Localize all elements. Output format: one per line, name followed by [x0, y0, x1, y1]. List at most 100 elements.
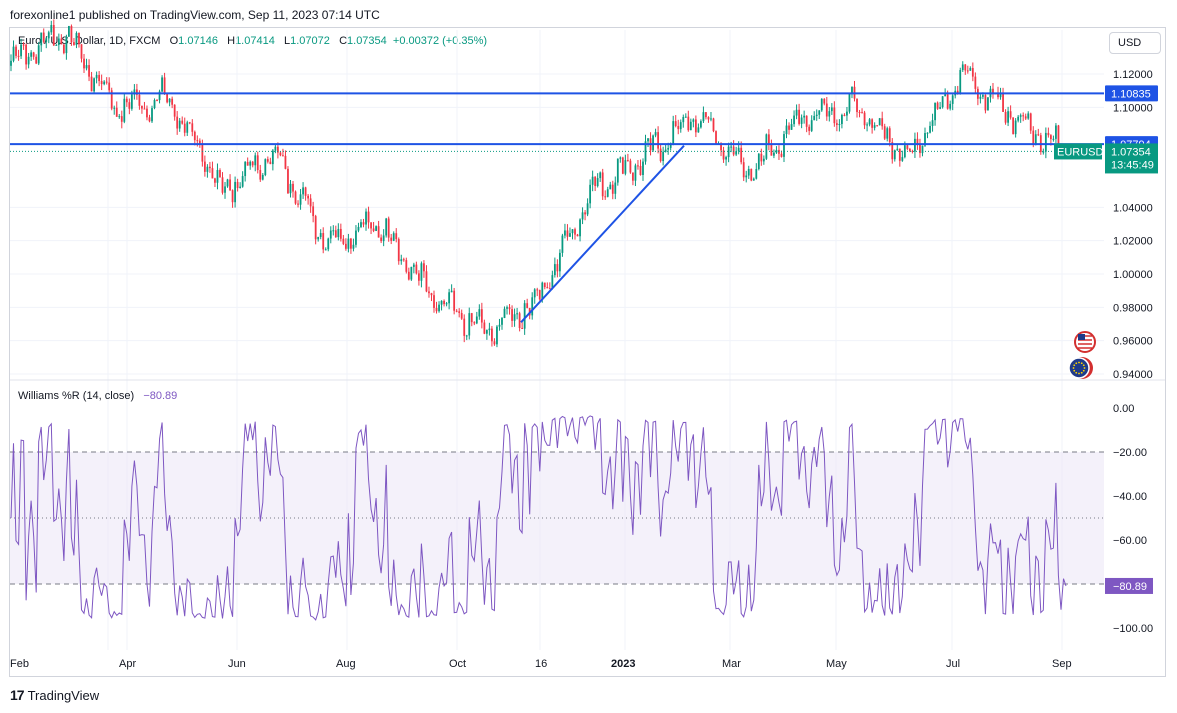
candle-body: [334, 230, 337, 238]
candle-body: [98, 74, 101, 82]
candle-body: [609, 184, 612, 190]
candle-body: [110, 90, 113, 109]
candle-body: [873, 125, 876, 128]
candle-body: [785, 125, 788, 135]
time-tick-label: Oct: [449, 658, 466, 670]
candle-body: [551, 275, 554, 289]
candle-body: [407, 271, 410, 280]
candle-body: [619, 157, 622, 159]
candle-body: [581, 212, 584, 220]
candle-body: [337, 228, 340, 238]
wr-tick-label: −60.00: [1113, 535, 1147, 547]
candle-body: [455, 310, 458, 312]
candle-body: [818, 110, 821, 115]
eu-flag-star: [1073, 364, 1076, 367]
candle-body: [936, 102, 939, 109]
candle-body: [15, 46, 17, 56]
time-tick-label: 2023: [611, 658, 635, 670]
candle-body: [385, 218, 388, 236]
price-tick-label: 0.96000: [1113, 336, 1153, 348]
candle-body: [395, 233, 398, 240]
eu-flag-star: [1080, 362, 1083, 365]
candle-body: [108, 82, 111, 91]
candle-body: [659, 148, 662, 162]
candle-body: [639, 165, 642, 175]
candle-body: [667, 147, 670, 150]
candle-body: [979, 96, 982, 99]
candle-body: [478, 309, 481, 317]
candle-body: [224, 186, 226, 193]
candle-body: [1007, 111, 1009, 123]
candle-body: [808, 126, 811, 131]
candle-body: [269, 161, 272, 165]
candle-body: [700, 121, 702, 128]
candle-body: [546, 287, 549, 289]
candle-body: [130, 94, 133, 109]
candle-body: [299, 194, 302, 205]
candle-body: [415, 264, 418, 274]
candle-body: [926, 132, 929, 134]
last-price-tag: [1105, 143, 1158, 174]
candle-body: [725, 157, 727, 160]
candle-body: [17, 55, 20, 57]
candle-body: [319, 233, 322, 237]
candle-body: [357, 226, 360, 231]
candle-body: [629, 160, 632, 173]
candle-body: [322, 233, 325, 250]
candle-body: [370, 222, 372, 229]
candle-body: [498, 324, 501, 327]
candle-body: [440, 300, 443, 305]
candle-body: [400, 259, 403, 262]
candle-body: [55, 44, 58, 46]
indicator-name[interactable]: Williams %R (14, close): [18, 390, 135, 402]
candle-body: [773, 152, 775, 156]
candle-body: [12, 46, 15, 61]
eu-flag-icon[interactable]: [1068, 357, 1090, 379]
currency-button[interactable]: USD: [1109, 32, 1161, 54]
candle-body: [606, 189, 609, 197]
close-value: 1.07354: [347, 35, 387, 47]
candle-body: [216, 170, 219, 183]
candle-body: [161, 77, 163, 92]
candle-body: [430, 293, 433, 296]
candle-body: [309, 198, 312, 207]
footer-brand[interactable]: 17 TradingView: [10, 687, 99, 703]
candle-body: [256, 155, 259, 171]
candle-body: [463, 318, 466, 336]
williams-r-line[interactable]: [10, 415, 1067, 621]
candle-body: [692, 119, 695, 122]
candle-body: [949, 103, 952, 109]
candle-body: [745, 175, 748, 178]
candle-body: [405, 260, 408, 272]
candle-body: [961, 64, 964, 71]
eu-flag-star: [1075, 362, 1078, 365]
candle-body: [561, 235, 564, 253]
candle-body: [710, 118, 712, 120]
trendline[interactable]: [520, 144, 685, 324]
candle-body: [1017, 116, 1020, 121]
candle-body: [521, 327, 524, 329]
candle-body: [219, 170, 221, 178]
candle-body: [284, 155, 287, 169]
price-tick-label: 1.00000: [1113, 269, 1153, 281]
symbol-tag: [1054, 143, 1102, 160]
candle-body: [501, 317, 503, 325]
candle-body: [591, 176, 594, 185]
candle-body: [750, 168, 753, 181]
candle-body: [662, 151, 665, 162]
candle-body: [362, 222, 365, 225]
candle-body: [209, 166, 211, 169]
candle-body: [417, 273, 420, 281]
candle-body: [506, 307, 508, 309]
candle-body: [468, 313, 471, 336]
candle-body: [720, 143, 722, 151]
candle-body: [450, 290, 453, 293]
candle-body: [143, 108, 146, 110]
candle-body: [198, 140, 201, 144]
candle-body: [276, 146, 279, 153]
candle-body: [1052, 138, 1055, 140]
candle-body: [538, 290, 541, 300]
candle-body: [727, 146, 730, 158]
candle-body: [410, 266, 413, 280]
